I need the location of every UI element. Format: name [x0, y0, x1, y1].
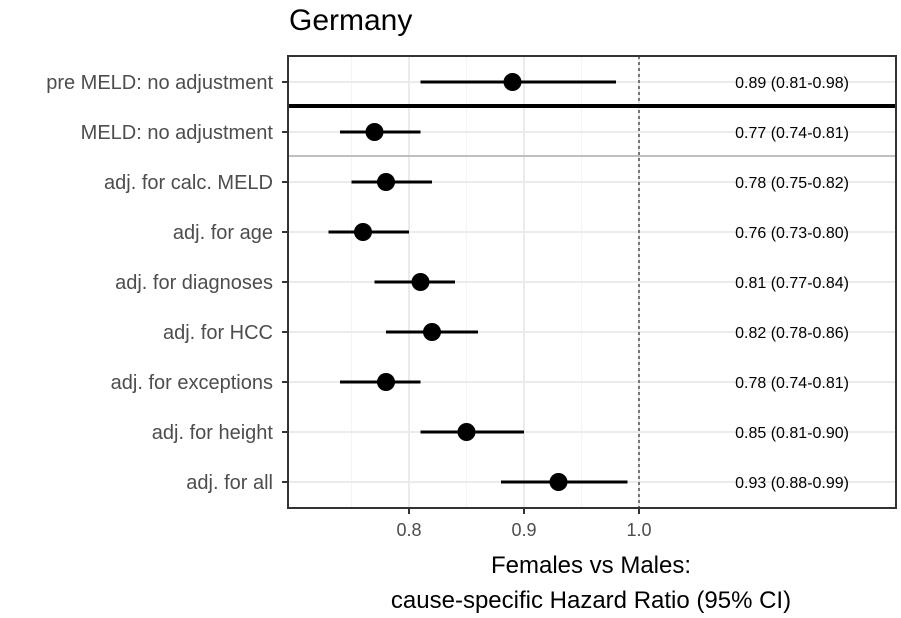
x-tick-label: 1.0	[626, 520, 651, 540]
hazard-ratio-point	[411, 273, 430, 291]
hazard-ratio-point	[423, 323, 441, 341]
hazard-ratio-point	[377, 173, 395, 191]
ci-value-label: 0.76 (0.73-0.80)	[735, 225, 849, 242]
hazard-ratio-point	[503, 73, 522, 91]
x-axis-title-line-1: Females vs Males:	[491, 552, 691, 579]
plot-panel: 0.89 (0.81-0.98) 0.77 (0.74-0.81) 0.78 (0.…	[287, 55, 897, 509]
row-label: adj. for exceptions	[111, 372, 273, 394]
hazard-ratio-point	[457, 423, 476, 441]
ci-value-label: 0.78 (0.75-0.82)	[735, 175, 849, 192]
ci-value-label: 0.81 (0.77-0.84)	[735, 275, 849, 292]
ci-value-label: 0.82 (0.78-0.86)	[735, 325, 849, 342]
row-labels: pre MELD: no adjustment MELD: no adjustme…	[46, 72, 288, 494]
row-label: adj. for HCC	[163, 322, 273, 344]
hazard-ratio-point	[377, 373, 395, 391]
row-label: adj. for diagnoses	[115, 272, 273, 294]
x-axis-title-line-2: cause-specific Hazard Ratio (95% CI)	[391, 587, 791, 614]
hazard-ratio-point	[549, 473, 568, 491]
row-label: adj. for age	[173, 222, 273, 244]
hazard-ratio-point	[365, 123, 384, 141]
ci-value-label: 0.89 (0.81-0.98)	[735, 75, 849, 92]
x-axis-ticks: 0.8 0.9 1.0	[396, 508, 652, 540]
ci-value-label: 0.85 (0.81-0.90)	[735, 425, 849, 442]
row-label: adj. for all	[186, 472, 273, 494]
ci-value-label: 0.93 (0.88-0.99)	[735, 475, 849, 492]
hazard-ratio-point	[354, 223, 372, 241]
row-label: MELD: no adjustment	[81, 122, 274, 144]
row-label: pre MELD: no adjustment	[46, 72, 273, 94]
x-tick-label: 0.8	[396, 520, 421, 540]
chart-title: Germany	[289, 4, 412, 37]
row-label: adj. for height	[152, 422, 274, 444]
row-label: adj. for calc. MELD	[104, 172, 273, 194]
ci-value-label: 0.77 (0.74-0.81)	[735, 125, 849, 142]
ci-value-label: 0.78 (0.74-0.81)	[735, 375, 849, 392]
x-tick-label: 0.9	[511, 520, 536, 540]
